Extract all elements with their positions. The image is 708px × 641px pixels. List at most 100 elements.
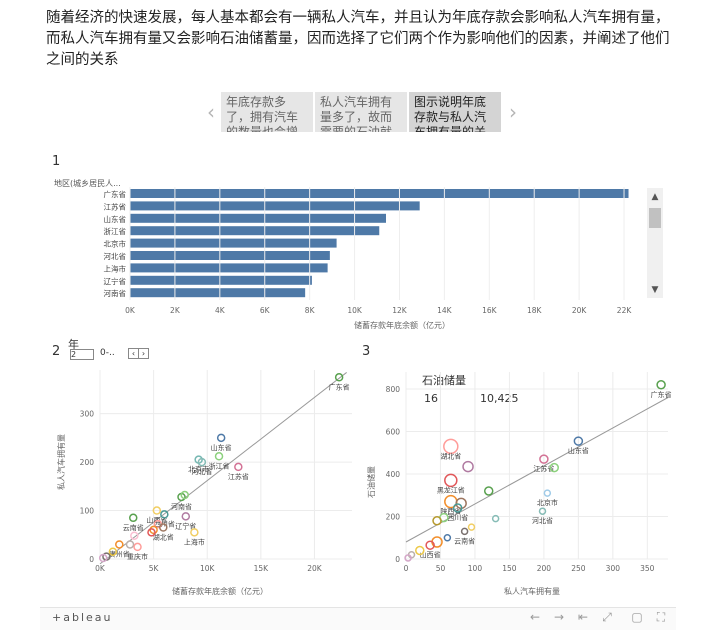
- bar-mark[interactable]: [130, 201, 420, 211]
- story-point-2[interactable]: 私人汽车拥有量多了，故而需要的石油就更多: [315, 92, 407, 132]
- next-point-arrow[interactable]: ›: [509, 100, 517, 124]
- x-tick-label: 150: [502, 564, 517, 573]
- undo-icon[interactable]: ←: [529, 610, 541, 624]
- scatter-point[interactable]: [115, 540, 124, 549]
- scatter-point[interactable]: [443, 438, 459, 455]
- y-tick-label: 0: [89, 555, 94, 564]
- bar-category-label: 江苏省: [104, 201, 127, 211]
- point-label: 山东省: [568, 446, 589, 455]
- bar-scrollbar[interactable]: [647, 188, 663, 298]
- scatter-point[interactable]: [197, 457, 207, 467]
- scatter-point[interactable]: [98, 553, 108, 563]
- scatter-point[interactable]: [444, 473, 458, 488]
- point-label: 江苏省: [533, 464, 554, 473]
- scatter-point[interactable]: [443, 534, 452, 542]
- scatter-point[interactable]: [128, 513, 138, 523]
- bar-mark[interactable]: [130, 288, 306, 298]
- cars-vs-oil-scatter: 石油储量 16 10,425 0 200 400 600 800 0 50 100 150 200…: [366, 372, 672, 596]
- sc2-range-max: 10,425: [480, 392, 519, 405]
- bar-category-label: 河北省: [104, 251, 127, 261]
- year-next-button[interactable]: ›: [138, 348, 149, 359]
- scatter-point[interactable]: [133, 542, 142, 552]
- scatter-point[interactable]: [543, 489, 552, 497]
- scatter-point[interactable]: [425, 540, 435, 550]
- y-tick-label: 100: [80, 507, 95, 516]
- scatter-point[interactable]: [130, 531, 139, 540]
- point-label: 云南省: [123, 523, 144, 532]
- tableau-toolbar: +ableau ← → ⇤ ⤢ ▢ ⛶: [40, 607, 676, 630]
- x-tick-label: 100: [468, 564, 483, 573]
- bar-scrollbar-thumb[interactable]: [649, 208, 661, 228]
- scatter-point[interactable]: [216, 433, 226, 443]
- scatter-point[interactable]: [462, 460, 474, 473]
- point-label: 重庆市: [127, 552, 148, 561]
- scatter-point[interactable]: [147, 528, 156, 537]
- x-tick-label: 250: [571, 564, 586, 573]
- point-label: 山东省: [211, 443, 232, 452]
- fullscreen-icon[interactable]: ⛶: [656, 610, 666, 624]
- scatter-point[interactable]: [160, 510, 169, 519]
- scatter-point[interactable]: [467, 523, 476, 531]
- scatter-point[interactable]: [415, 545, 425, 556]
- bar-mark[interactable]: [130, 263, 328, 273]
- story-point-3[interactable]: 图示说明年底存款与私人汽车拥有量的关系: [409, 92, 501, 132]
- bar-category-label: 上海市: [104, 263, 127, 273]
- x-tick-label: 350: [640, 564, 655, 573]
- scatter-point[interactable]: [460, 527, 469, 536]
- bar-mark[interactable]: [130, 189, 629, 198]
- bar-mark[interactable]: [130, 226, 380, 236]
- scatter-point[interactable]: [108, 547, 118, 556]
- prev-point-arrow[interactable]: ‹: [207, 100, 215, 124]
- share-icon[interactable]: ⤢: [602, 610, 612, 624]
- bar-x-tick: 20K: [572, 306, 588, 315]
- bar-x-tick: 16K: [482, 306, 498, 315]
- revert-icon[interactable]: ⇤: [577, 610, 589, 624]
- scatter-point[interactable]: [190, 528, 199, 537]
- sc1-x-axis-label: 储蓄存款年底余额（亿元）: [172, 586, 268, 596]
- scatter-point[interactable]: [483, 486, 494, 496]
- scatter-point[interactable]: [125, 540, 135, 549]
- scatter-point[interactable]: [539, 454, 549, 464]
- bar-x-tick: 2K: [170, 306, 181, 315]
- year-filter-box[interactable]: 2: [70, 349, 94, 360]
- x-tick-label: 0: [404, 564, 409, 573]
- bar-category-label: 北京市: [104, 239, 127, 249]
- scatter-point[interactable]: [149, 525, 158, 535]
- panel-number-1: 1: [52, 154, 61, 169]
- point-label: 湖北省: [153, 533, 174, 542]
- scroll-down-icon[interactable]: ▼: [652, 285, 659, 295]
- scatter-point[interactable]: [159, 523, 168, 532]
- scatter-point[interactable]: [334, 373, 344, 382]
- bar-mark[interactable]: [130, 213, 386, 223]
- point-label: 湖北省: [440, 451, 461, 460]
- scatter-point[interactable]: [234, 462, 243, 472]
- scatter-point[interactable]: [432, 516, 442, 526]
- scatter-point[interactable]: [491, 514, 500, 523]
- scatter-point[interactable]: [538, 507, 547, 515]
- bar-mark[interactable]: [130, 238, 337, 248]
- bar-x-tick: 22K: [617, 306, 633, 315]
- scatter-point[interactable]: [180, 490, 189, 500]
- scatter-point[interactable]: [573, 436, 584, 446]
- scatter-point[interactable]: [549, 462, 559, 473]
- scatter-point[interactable]: [214, 452, 224, 461]
- sc1-y-axis-label: 私人汽车拥有量: [56, 434, 66, 490]
- scatter-point[interactable]: [404, 554, 412, 562]
- sc2-title: 石油储量: [422, 373, 466, 387]
- redo-icon[interactable]: →: [553, 610, 565, 624]
- scatter-point[interactable]: [452, 503, 463, 513]
- comment-icon[interactable]: ▢: [631, 610, 643, 624]
- bar-mark[interactable]: [130, 251, 330, 260]
- point-label: 河南省: [171, 502, 192, 511]
- story-point-1[interactable]: 年底存款多了，拥有汽车的数量也会增加: [221, 92, 313, 132]
- y-tick-label: 200: [386, 513, 401, 522]
- scroll-up-icon[interactable]: ▲: [652, 192, 659, 202]
- scatter-point[interactable]: [656, 380, 666, 390]
- bar-mark[interactable]: [130, 275, 312, 285]
- scatter-point[interactable]: [181, 512, 191, 521]
- tableau-logo[interactable]: +ableau: [52, 611, 113, 624]
- scatter-point[interactable]: [152, 506, 162, 515]
- bar-x-tick: 6K: [260, 306, 271, 315]
- point-label: 浙江省: [209, 461, 230, 470]
